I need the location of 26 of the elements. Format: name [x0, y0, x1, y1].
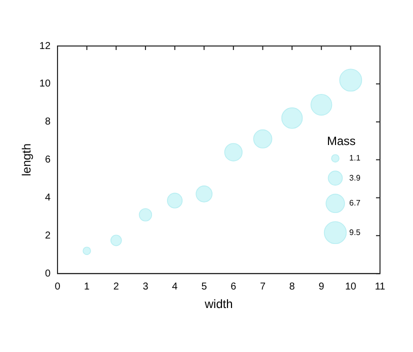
- x-tick-label: 8: [289, 281, 296, 292]
- x-tick-label: 1: [84, 281, 90, 292]
- y-tick-label: 4: [44, 192, 51, 204]
- x-tick-label: 2: [113, 281, 120, 292]
- x-tick-label: 5: [201, 281, 208, 292]
- legend-label: 6.7: [349, 198, 361, 208]
- y-tick-label: 12: [39, 40, 51, 52]
- x-tick-label: 0: [54, 281, 61, 292]
- legend-label: 9.5: [349, 228, 361, 237]
- x-tick-label: 11: [374, 281, 386, 292]
- x-tick-label: 7: [260, 281, 266, 292]
- y-tick-label: 0: [44, 268, 51, 280]
- y-axis-title: length: [20, 143, 34, 176]
- x-tick-label: 9: [318, 281, 325, 292]
- y-tick-label: 10: [39, 78, 51, 90]
- x-tick-label: 3: [142, 281, 149, 292]
- legend-title: Mass: [326, 134, 356, 148]
- legend-label: 1.1: [349, 154, 361, 163]
- legend-label: 3.9: [349, 173, 361, 182]
- y-tick-label: 2: [44, 230, 51, 242]
- y-tick-label: 6: [44, 154, 51, 166]
- x-tick-label: 4: [172, 281, 178, 292]
- x-tick-label: 10: [345, 281, 357, 292]
- y-tick-label: 8: [44, 116, 51, 128]
- x-tick-label: 6: [230, 281, 237, 292]
- x-axis-title: width: [204, 297, 233, 312]
